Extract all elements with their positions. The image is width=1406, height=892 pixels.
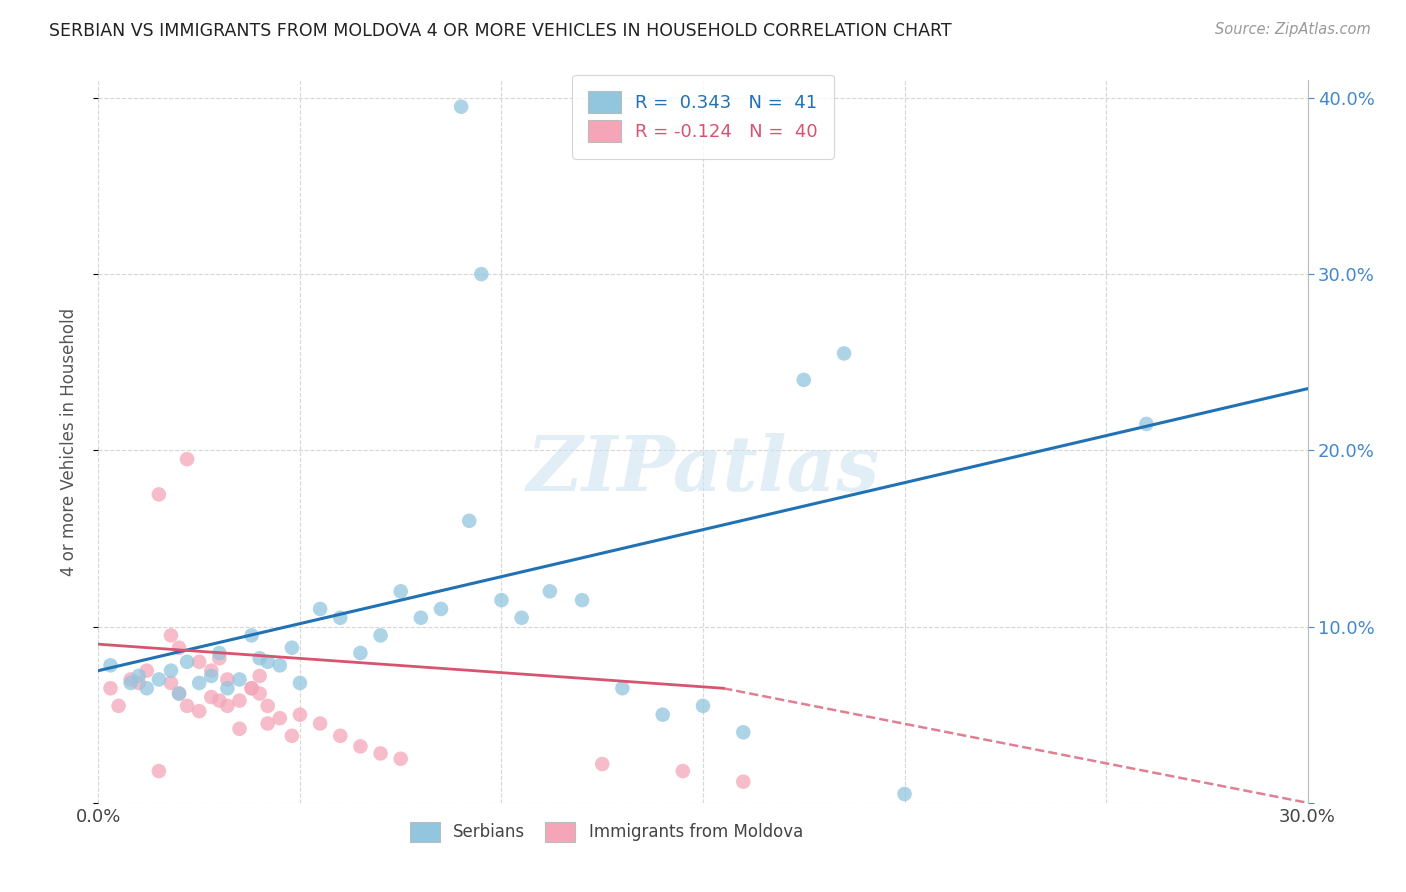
Text: ZIPatlas: ZIPatlas — [526, 434, 880, 508]
Point — [249, 687, 271, 701]
Point — [651, 707, 673, 722]
Point — [256, 716, 278, 731]
Point — [256, 698, 278, 713]
Point — [370, 747, 392, 761]
Point — [228, 722, 250, 736]
Point — [240, 681, 263, 696]
Text: Source: ZipAtlas.com: Source: ZipAtlas.com — [1215, 22, 1371, 37]
Point — [217, 673, 239, 687]
Point — [176, 452, 198, 467]
Point — [135, 681, 157, 696]
Point — [200, 664, 222, 678]
Text: SERBIAN VS IMMIGRANTS FROM MOLDOVA 4 OR MORE VEHICLES IN HOUSEHOLD CORRELATION C: SERBIAN VS IMMIGRANTS FROM MOLDOVA 4 OR … — [49, 22, 952, 40]
Point — [208, 693, 231, 707]
Point — [188, 676, 211, 690]
Point — [176, 655, 198, 669]
Point — [176, 698, 198, 713]
Point — [128, 676, 150, 690]
Point — [269, 711, 291, 725]
Point — [188, 704, 211, 718]
Point — [120, 673, 142, 687]
Point — [240, 628, 263, 642]
Point — [269, 658, 291, 673]
Point — [256, 655, 278, 669]
Point — [228, 673, 250, 687]
Point — [249, 669, 271, 683]
Point — [288, 707, 311, 722]
Point — [167, 687, 190, 701]
Point — [100, 681, 122, 696]
Point — [135, 664, 157, 678]
Point — [329, 729, 352, 743]
Point — [832, 346, 855, 360]
Point — [228, 693, 250, 707]
Point — [329, 611, 352, 625]
Point — [200, 669, 222, 683]
Point — [1135, 417, 1157, 431]
Point — [793, 373, 815, 387]
Point — [409, 611, 432, 625]
Point — [309, 716, 332, 731]
Point — [458, 514, 481, 528]
Point — [430, 602, 453, 616]
Point — [148, 673, 170, 687]
Point — [692, 698, 714, 713]
Point — [160, 676, 183, 690]
Point — [349, 646, 371, 660]
Point — [893, 787, 915, 801]
Point — [167, 687, 190, 701]
Point — [148, 487, 170, 501]
Point — [470, 267, 492, 281]
Point — [208, 646, 231, 660]
Point — [733, 774, 755, 789]
Point — [672, 764, 695, 778]
Point — [240, 681, 263, 696]
Legend: Serbians, Immigrants from Moldova: Serbians, Immigrants from Moldova — [404, 815, 810, 848]
Point — [309, 602, 332, 616]
Point — [128, 669, 150, 683]
Point — [107, 698, 129, 713]
Point — [188, 655, 211, 669]
Point — [733, 725, 755, 739]
Point — [100, 658, 122, 673]
Point — [491, 593, 513, 607]
Point — [538, 584, 561, 599]
Point — [217, 681, 239, 696]
Point — [389, 584, 412, 599]
Point — [200, 690, 222, 704]
Point — [510, 611, 533, 625]
Point — [591, 757, 613, 772]
Point — [249, 651, 271, 665]
Point — [450, 100, 472, 114]
Point — [148, 764, 170, 778]
Point — [281, 640, 304, 655]
Point — [160, 664, 183, 678]
Point — [389, 752, 412, 766]
Y-axis label: 4 or more Vehicles in Household: 4 or more Vehicles in Household — [59, 308, 77, 575]
Point — [217, 698, 239, 713]
Point — [160, 628, 183, 642]
Point — [349, 739, 371, 754]
Point — [167, 640, 190, 655]
Point — [612, 681, 634, 696]
Point — [120, 676, 142, 690]
Point — [208, 651, 231, 665]
Point — [281, 729, 304, 743]
Point — [288, 676, 311, 690]
Point — [370, 628, 392, 642]
Point — [571, 593, 593, 607]
